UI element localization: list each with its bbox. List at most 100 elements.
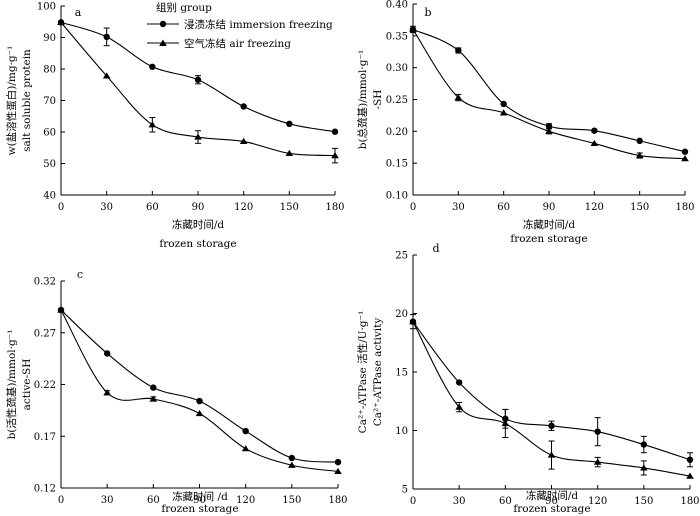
data-point-triangle [57,306,65,313]
data-point-circle [149,63,156,70]
y-axis-label-en: -SH [372,90,384,110]
data-point-circle [103,33,110,41]
data-point-circle [288,454,296,462]
x-tick-label: 120 [585,202,604,213]
data-point-circle [500,100,507,108]
series-line-immersion [60,309,339,463]
data-point-triangle [681,155,689,162]
x-tick-label: 0 [58,202,64,213]
data-point-circle [455,379,463,386]
data-point-triangle [547,451,556,458]
y-tick-label: 0.27 [34,328,56,339]
y-tick-label: 0.12 [34,484,56,495]
y-tick-label: 50 [43,159,56,170]
data-point-triangle [194,133,202,140]
x-tick-label: 60 [497,202,510,213]
x-tick-label: 0 [410,496,416,507]
data-point-circle [681,148,689,155]
panel-letter: d [432,242,439,255]
panel-c: 0.12 0.17 0.22 0.27 0.32 0 30 60 90 120 150 180 c 冻藏时… [5,268,348,515]
y-axis-label-en: active-SH [21,359,33,411]
x-tick-label: 180 [325,202,344,213]
y-axis-label-cn: Ca²⁺-ATPase 活性/U·g⁻¹ [356,311,369,434]
data-point-triangle [409,25,417,33]
data-point-circle [455,47,462,54]
data-point-triangle [640,464,648,471]
data-point-circle [286,120,293,128]
x-axis-label-en: frozen storage [510,233,587,245]
x-axis-label-cn: 冻藏时间/d [172,218,225,231]
panel-b: 0.10 0.15 0.20 0.25 0.30 0.35 0.40 0 30 60 90 120 15… [356,0,695,245]
x-axis-label-cn: 冻藏时间/d [523,218,576,231]
data-point-circle [194,76,202,83]
x-tick-label: 150 [630,202,649,213]
data-point-triangle [409,318,417,325]
x-tick-label: 90 [543,202,556,213]
data-point-triangle [454,93,463,101]
y-tick-label: 0.20 [386,127,408,138]
y-tick-label: 0.32 [34,277,56,288]
x-tick-label: 90 [193,495,206,506]
y-tick-label: 40 [43,191,56,202]
data-point-circle [103,350,111,357]
x-tick-label: 30 [452,202,465,213]
data-point-circle [242,427,249,435]
data-point-triangle [288,461,296,468]
y-tick-label: 15 [395,368,408,379]
data-point-triangle [241,445,250,452]
data-point-triangle [102,72,111,79]
data-point-circle [196,397,203,405]
x-tick-label: 180 [675,202,694,213]
data-point-triangle [331,152,339,159]
x-tick-label: 60 [499,496,512,507]
y-tick-label: 20 [395,309,408,320]
x-tick-label: 30 [101,495,114,506]
data-point-triangle [148,121,157,128]
data-point-circle [640,441,648,448]
y-tick-label: 25 [395,251,408,262]
y-tick-label: 5 [402,485,408,496]
x-axis-label-en: frozen storage [159,238,236,250]
x-axis-label-en: frozen storage [161,503,238,515]
data-point-triangle [593,458,602,465]
data-point-triangle [501,419,510,427]
series-line-air [412,29,686,160]
x-tick-label: 30 [453,496,466,507]
y-tick-label: 0.22 [34,380,56,391]
x-axis-label-cn: 冻藏时间/d [526,489,579,502]
series-line-air [60,309,339,472]
legend-title: 组别 group [156,1,212,14]
data-point-circle [594,428,601,435]
data-point-triangle [590,139,599,147]
y-axis-label-en: Ca²⁺-ATPase activity [372,318,384,427]
y-tick-label: 0.40 [386,0,408,11]
data-point-triangle [285,149,294,157]
data-point-circle [636,137,643,145]
y-axis-label-en: salt soluble protein [21,49,33,152]
x-tick-label: 120 [236,495,255,506]
y-tick-label: 0.30 [386,63,408,74]
data-point-circle [548,422,555,430]
series-line-immersion [412,321,691,461]
x-tick-label: 180 [328,495,347,506]
x-axis-label-en: frozen storage [513,503,590,515]
panel-letter: a [75,6,82,19]
data-point-circle [545,123,553,130]
x-axis-label-cn: 冻藏时间 /d [172,490,228,503]
y-axis-label-cn: b(总巯基)/mmol·g⁻¹ [356,50,369,149]
data-point-triangle [635,151,644,159]
legend-label-air: 空气冻结 air freezing [184,37,291,50]
legend-label-immersion: 浸渍冻结 immersion freezing [184,18,333,31]
data-point-triangle [686,472,694,479]
x-tick-label: 60 [146,202,159,213]
data-point-triangle [499,109,508,116]
data-point-triangle [195,409,204,417]
data-point-circle [334,458,342,466]
data-point-triangle [455,403,463,410]
data-point-triangle [149,395,158,402]
x-tick-label: 0 [58,495,64,506]
x-tick-label: 120 [588,496,607,507]
data-point-triangle [57,18,65,25]
